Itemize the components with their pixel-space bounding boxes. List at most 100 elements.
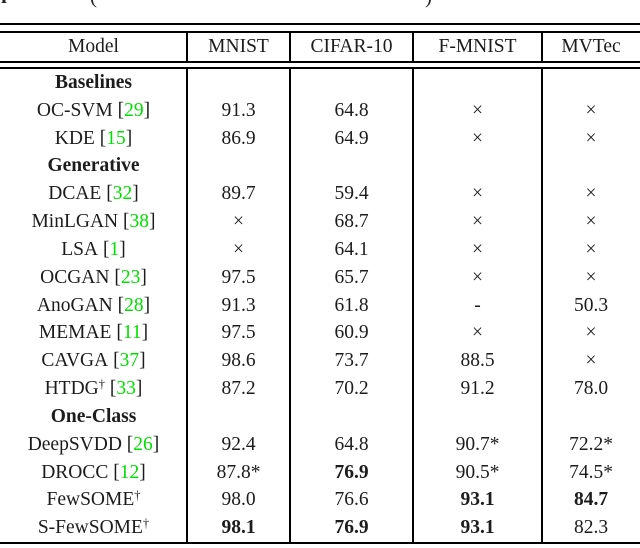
table-cell: ×: [472, 322, 483, 344]
table-cell: ×: [233, 211, 244, 233]
table-cell: 97.5: [221, 322, 256, 344]
citation-link[interactable]: 26: [133, 433, 153, 455]
column-divider: [541, 68, 543, 542]
cropped-open-paren: (: [90, 0, 97, 8]
citation-bracket: ]: [135, 378, 143, 400]
table-cell: 91.3: [221, 99, 256, 121]
model-name: DeepSVDD: [27, 433, 122, 455]
citation-link[interactable]: 12: [119, 461, 140, 483]
table-row: DeepSVDD [26] 92.4 64.8 90.7* 72.2*: [0, 431, 640, 459]
column-header-cifar10: CIFAR-10: [310, 35, 393, 57]
citation-bracket: ]: [140, 266, 147, 288]
table-row: LSA [1] × 64.1 × ×: [0, 236, 640, 264]
table-rule-top-outer: [0, 23, 640, 25]
table-cell: 88.5: [460, 350, 495, 372]
section-header: One-Class: [50, 405, 137, 427]
table-rule-header-inner: [0, 61, 640, 63]
citation-bracket: [: [109, 266, 121, 288]
table-header-row: Model MNIST CIFAR-10 F-MNIST MVTec: [0, 33, 640, 62]
citation-bracket: [: [98, 238, 110, 260]
citation-bracket: [: [111, 322, 123, 344]
citation-link[interactable]: 29: [124, 99, 144, 121]
table-cell: ×: [472, 211, 483, 233]
citation-link[interactable]: 38: [129, 211, 150, 233]
table-cell: 72.2*: [569, 433, 613, 455]
table-row: OC-SVM [29] 91.3 64.8 × ×: [0, 97, 640, 125]
section-header: Generative: [47, 155, 140, 177]
model-cell: DCAE [32]: [0, 184, 187, 204]
citation-link[interactable]: 28: [124, 294, 144, 316]
table-cell: 91.3: [221, 294, 256, 316]
table-cell: 76.6: [334, 489, 369, 511]
table-cell: ×: [585, 238, 597, 260]
column-divider: [412, 32, 414, 61]
table-cell: 76.9: [334, 517, 369, 539]
model-name: S-FewSOME: [37, 517, 143, 539]
table-cell: 59.4: [334, 183, 369, 205]
table-row: DCAE [32] 89.7 59.4 × ×: [0, 180, 640, 208]
table-cell: ×: [585, 211, 597, 233]
table-cell: 98.6: [221, 350, 256, 372]
table-cell: 93.1: [460, 517, 495, 539]
model-cell: DROCC [12]: [0, 461, 187, 483]
table-cell: 90.5*: [455, 461, 500, 483]
table-cell: -: [474, 294, 481, 316]
model-name: HTDG: [44, 378, 99, 400]
table-cell: 64.9: [334, 127, 369, 149]
cropped-glyph: l: [1, 0, 7, 8]
citation-link[interactable]: 33: [116, 378, 136, 400]
column-divider: [412, 68, 414, 542]
column-header-fmnist: F-MNIST: [438, 35, 517, 57]
table-cell: ×: [585, 127, 597, 149]
column-divider: [186, 68, 188, 542]
table-cell: ×: [585, 266, 597, 288]
table-cell: 64.8: [334, 433, 369, 455]
dagger-mark: †: [134, 488, 141, 503]
table-rule-bottom: [0, 542, 640, 544]
model-name: AnoGAN: [36, 294, 113, 316]
table-row: AnoGAN [28] 91.3 61.8 - 50.3: [0, 291, 640, 319]
table-cell: ×: [472, 99, 483, 121]
citation-bracket: ]: [139, 350, 146, 372]
table-cell: 68.7: [334, 211, 369, 233]
table-cell: 98.1: [221, 517, 256, 539]
table-cell: 61.8: [334, 294, 369, 316]
citation-bracket: [: [121, 433, 134, 455]
model-cell: OC-SVM [29]: [0, 101, 187, 121]
table-row: CAVGA [37] 98.6 73.7 88.5 ×: [0, 347, 640, 375]
citation-link[interactable]: 32: [112, 183, 133, 205]
dagger-mark: †: [98, 377, 106, 392]
table-cell: 76.9: [334, 461, 369, 483]
table-cell: ×: [472, 127, 483, 149]
table-rule-top-inner: [0, 30, 640, 33]
column-header-mvtec: MVTec: [561, 35, 621, 57]
table-cell: 87.8*: [216, 461, 261, 483]
table-cell: 73.7: [334, 350, 369, 372]
citation-bracket: [: [108, 350, 120, 372]
table-row: HTDG† [33] 87.2 70.2 91.2 78.0: [0, 375, 640, 403]
citation-bracket: ]: [149, 211, 156, 233]
model-cell: S-FewSOME†: [0, 517, 187, 539]
citation-bracket: ]: [119, 238, 126, 260]
citation-link[interactable]: 23: [120, 266, 141, 288]
column-header-model: Model: [68, 35, 119, 57]
table-row: KDE [15] 86.9 64.9 × ×: [0, 124, 640, 152]
table-row: Generative: [0, 152, 640, 180]
table-cell: 98.0: [221, 489, 256, 511]
table-cell: 84.7: [573, 489, 609, 511]
column-header-mnist: MNIST: [208, 35, 269, 57]
model-name: MinLGAN: [31, 211, 119, 233]
table-cell: 91.2: [460, 378, 495, 400]
table-cell: ×: [585, 99, 597, 121]
citation-link[interactable]: 11: [122, 322, 142, 344]
citation-link[interactable]: 37: [119, 350, 140, 372]
citation-bracket: ]: [152, 433, 160, 455]
citation-bracket: [: [101, 183, 113, 205]
model-name: DCAE: [48, 183, 102, 205]
model-name: DROCC: [41, 461, 109, 483]
table-cell: 92.4: [221, 433, 256, 455]
citation-link[interactable]: 15: [106, 127, 126, 149]
citation-link[interactable]: 1: [109, 238, 120, 260]
model-cell: MinLGAN [38]: [0, 212, 187, 232]
